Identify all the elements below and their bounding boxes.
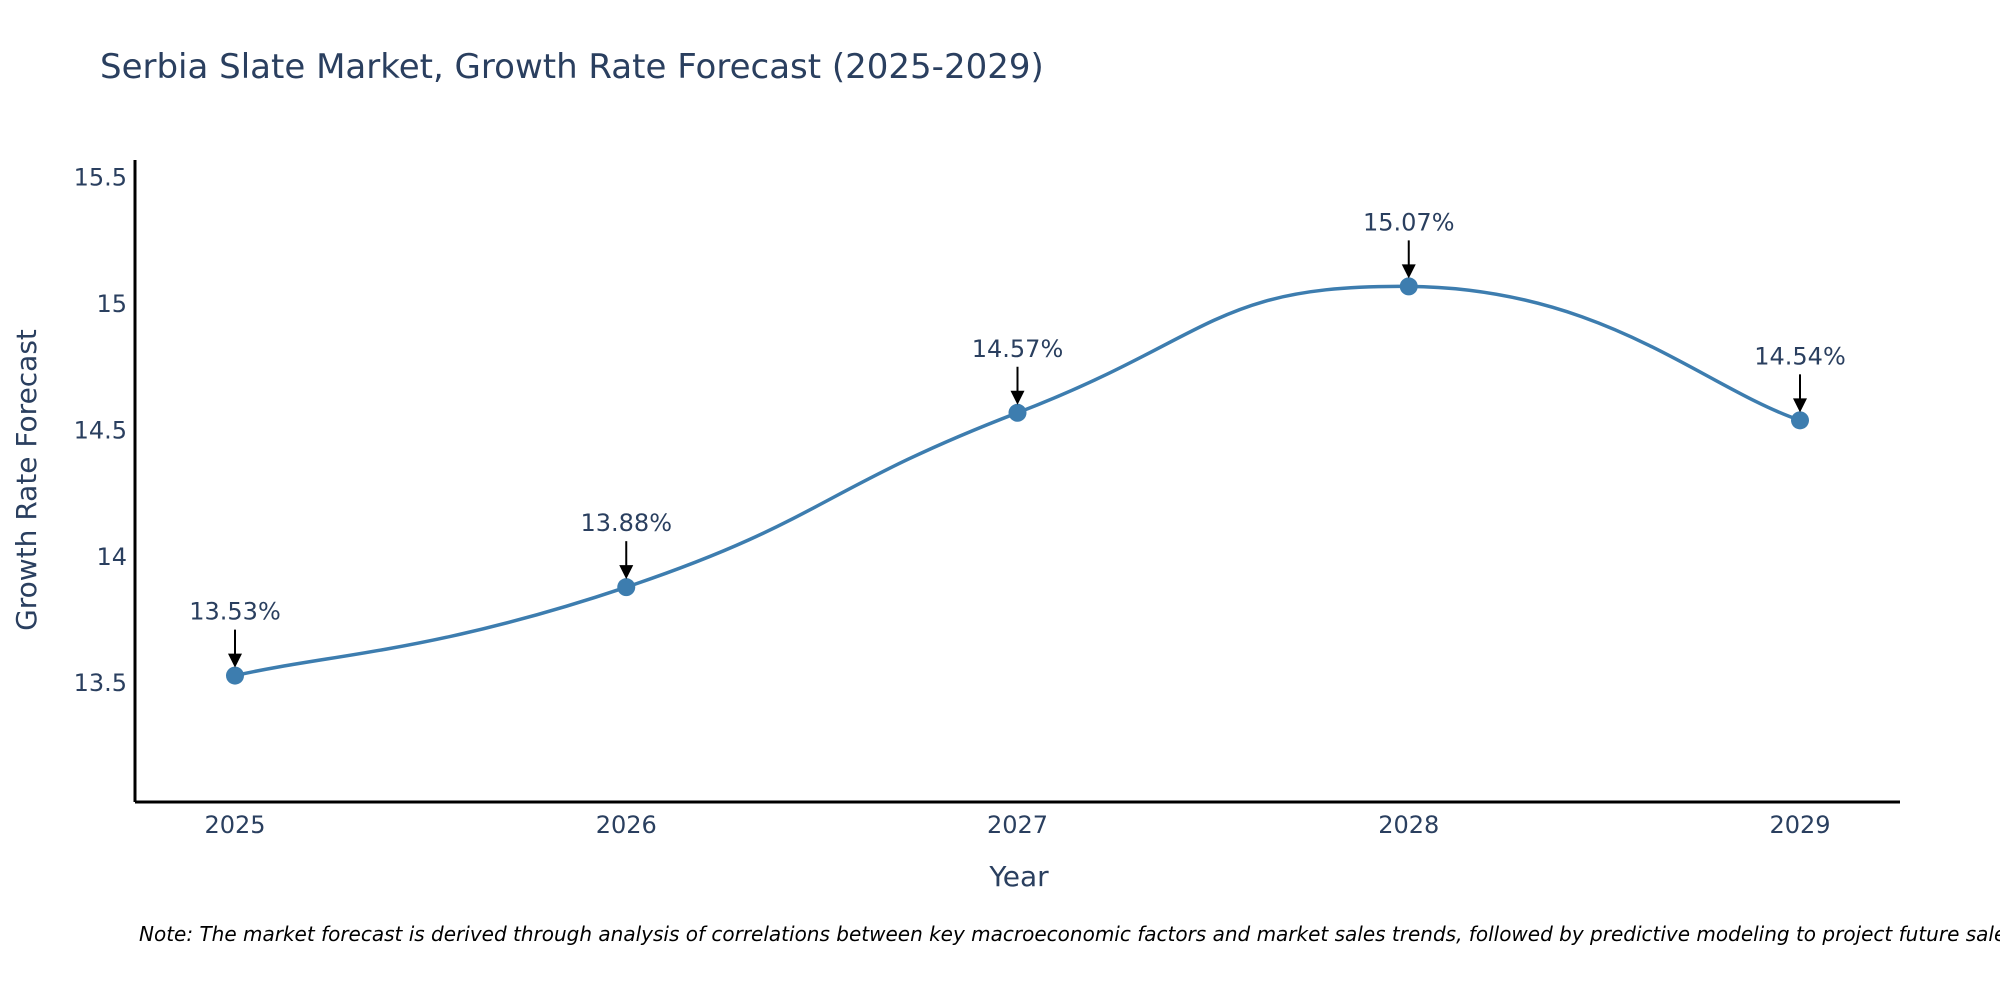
annotation-arrowhead [619, 565, 634, 580]
chart-note: Note: The market forecast is derived thr… [139, 922, 2000, 946]
y-axis-label: Growth Rate Forecast [10, 329, 43, 631]
y-tick-label: 14.5 [74, 416, 127, 444]
x-tick-label: 2026 [596, 811, 657, 839]
annotation-layer: 13.53% 13.88% 14.57% 15.07% 14.54% [189, 208, 1846, 668]
y-tick-label: 13.5 [74, 669, 127, 697]
data-point-marker [1399, 277, 1418, 296]
data-point-marker [1791, 411, 1809, 430]
marker-layer [226, 277, 1809, 685]
data-point-marker [1008, 403, 1027, 422]
data-label: 14.57% [972, 335, 1064, 363]
annotation-arrowhead [1401, 264, 1416, 279]
chart-title: Serbia Slate Market, Growth Rate Forecas… [100, 47, 1044, 87]
data-point-marker [617, 578, 636, 597]
x-axis-label: Year [988, 860, 1049, 893]
data-label: 14.54% [1754, 342, 1846, 370]
x-axis: 2025 2026 2027 2028 2029 [135, 800, 1900, 839]
data-point-marker [226, 666, 244, 685]
x-tick-label: 2029 [1769, 811, 1830, 839]
x-tick-label: 2028 [1378, 811, 1439, 839]
annotation-arrowhead [1793, 398, 1807, 413]
data-label: 13.88% [580, 509, 672, 537]
x-tick-label: 2025 [204, 811, 265, 839]
y-tick-label: 15.5 [74, 164, 127, 192]
x-tick-label: 2027 [987, 811, 1048, 839]
data-label: 15.07% [1363, 208, 1455, 236]
annotation-arrowhead [1010, 390, 1025, 405]
y-axis: 13.5 14 14.5 15 15.5 [74, 160, 137, 802]
y-tick-label: 15 [96, 290, 127, 318]
y-tick-label: 14 [96, 543, 127, 571]
data-label: 13.53% [189, 598, 281, 626]
annotation-arrowhead [228, 653, 242, 668]
